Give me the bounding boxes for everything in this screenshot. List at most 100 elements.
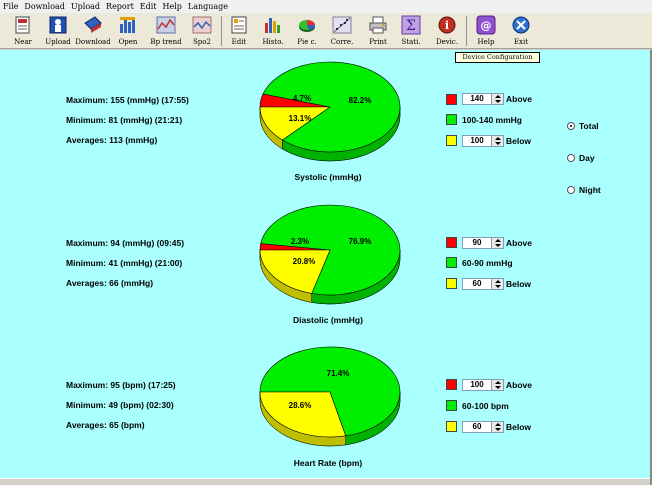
menu-bar: File Download Upload Report Edit Help La… [0, 0, 652, 13]
heart-rate-below-swatch [446, 421, 457, 432]
heart-rate-minimum: Minimum: 49 (bpm) (02:30) [66, 400, 174, 410]
heart-rate-below-label: Below [506, 422, 532, 432]
diastolic-chart-title: Diastolic (mmHg) [293, 315, 363, 325]
radio-day[interactable]: Day [567, 153, 595, 163]
radio-total[interactable]: Total [567, 121, 599, 131]
toolbar: Near Upload Download Open Bp trend Spo2 [0, 13, 652, 49]
open-button[interactable]: Open [111, 14, 145, 48]
svg-text:Σ: Σ [406, 18, 416, 34]
window-border [650, 50, 652, 485]
diastolic-normal-swatch [446, 257, 457, 268]
edit-icon [229, 15, 249, 35]
menu-file[interactable]: File [3, 2, 19, 11]
spin-arrows-icon[interactable] [491, 136, 503, 146]
diastolic-below-label: Below [506, 279, 532, 289]
heart-rate-above-label: Above [506, 380, 532, 390]
menu-help[interactable]: Help [162, 2, 182, 11]
upload-button[interactable]: Upload [41, 14, 75, 48]
download-button[interactable]: Download [75, 14, 111, 48]
pie-slice-normal [259, 346, 401, 437]
spo2-icon [192, 15, 212, 35]
heart-rate-range-label: 60-100 bpm [462, 401, 509, 411]
pie-chart-button[interactable]: Pie c. [290, 14, 324, 48]
download-icon [83, 15, 103, 35]
pie-value-label: 71.4% [327, 369, 350, 378]
systolic-above-swatch [446, 94, 457, 105]
diastolic-pie-chart: 2.3% 76.9% 20.8% [259, 204, 401, 305]
spin-arrows-icon[interactable] [491, 279, 503, 289]
systolic-below-threshold[interactable]: 100 [462, 135, 504, 147]
histogram-button[interactable]: Histo. [256, 14, 290, 48]
spin-arrows-icon[interactable] [491, 94, 503, 104]
systolic-minimum: Minimum: 81 (mmHg) (21:21) [66, 115, 183, 125]
statistics-button[interactable]: Σ Stati. [394, 14, 428, 48]
near-button[interactable]: Near [6, 14, 40, 48]
open-icon [118, 15, 138, 35]
menu-report[interactable]: Report [106, 2, 134, 11]
exit-icon [511, 15, 531, 35]
heart-rate-pie-chart: 71.4% 28.6% [259, 346, 401, 447]
heart-rate-average: Averages: 65 (bpm) [66, 420, 145, 430]
print-button[interactable]: Print [361, 14, 395, 48]
spin-arrows-icon[interactable] [491, 380, 503, 390]
toolbar-separator [221, 16, 222, 46]
systolic-chart-title: Systolic (mmHg) [294, 172, 362, 182]
radio-circle-icon[interactable] [567, 122, 575, 130]
diastolic-minimum: Minimum: 41 (mmHg) (21:00) [66, 258, 183, 268]
pie-value-label: 82.2% [349, 96, 372, 105]
diastolic-above-threshold[interactable]: 90 [462, 237, 504, 249]
diastolic-above-label: Above [506, 238, 532, 248]
correlation-button[interactable]: Corre. [325, 14, 359, 48]
near-icon [13, 15, 33, 35]
diastolic-below-swatch [446, 278, 457, 289]
systolic-average: Averages: 113 (mmHg) [66, 135, 158, 145]
menu-language[interactable]: Language [187, 2, 229, 11]
pie-slice-below [259, 106, 331, 141]
help-button[interactable]: @ Help [469, 14, 503, 48]
print-icon [368, 15, 388, 35]
systolic-normal-swatch [446, 114, 457, 125]
radio-circle-icon[interactable] [567, 186, 575, 194]
pie-slice-normal [260, 204, 401, 296]
pie-slice-normal [262, 61, 401, 153]
edit-button[interactable]: Edit [222, 14, 256, 48]
systolic-below-label: Below [506, 136, 532, 146]
systolic-below-swatch [446, 135, 457, 146]
pie-value-label: 20.8% [293, 257, 316, 266]
device-icon: i [437, 15, 457, 35]
pie-value-label: 13.1% [289, 114, 312, 123]
menu-edit[interactable]: Edit [139, 2, 157, 11]
spin-arrows-icon[interactable] [491, 422, 503, 432]
pie-slice-below [259, 249, 331, 294]
radio-circle-icon[interactable] [567, 154, 575, 162]
pie-chart-icon [297, 15, 317, 35]
systolic-above-label: Above [506, 94, 532, 104]
menu-download[interactable]: Download [24, 2, 65, 11]
tooltip: Device Configuration [455, 52, 540, 63]
pie-value-label: 28.6% [289, 401, 312, 410]
diastolic-maximum: Maximum: 94 (mmHg) (09:45) [66, 238, 185, 248]
heart-rate-chart-title: Heart Rate (bpm) [293, 458, 363, 468]
upload-icon [48, 15, 68, 35]
svg-text:i: i [445, 19, 449, 32]
exit-button[interactable]: Exit [504, 14, 538, 48]
diastolic-average: Averages: 66 (mmHg) [66, 278, 154, 288]
histogram-icon [263, 15, 283, 35]
bp-trend-button[interactable]: Bp trend [149, 14, 183, 48]
systolic-above-threshold[interactable]: 140 [462, 93, 504, 105]
status-bar [0, 478, 650, 485]
diastolic-range-label: 60-90 mmHg [462, 258, 513, 268]
systolic-maximum: Maximum: 155 (mmHg) (17:55) [66, 95, 189, 105]
correlation-icon [332, 15, 352, 35]
pie-slice-below [259, 391, 347, 438]
radio-night[interactable]: Night [567, 185, 601, 195]
spin-arrows-icon[interactable] [491, 238, 503, 248]
pie-value-label: 4.7% [293, 94, 311, 103]
menu-upload[interactable]: Upload [70, 2, 101, 11]
heart-rate-maximum: Maximum: 95 (bpm) (17:25) [66, 380, 176, 390]
device-configuration-button[interactable]: i Devic. [430, 14, 464, 48]
spo2-button[interactable]: Spo2 [185, 14, 219, 48]
heart-rate-above-threshold[interactable]: 100 [462, 379, 504, 391]
diastolic-below-threshold[interactable]: 60 [462, 278, 504, 290]
heart-rate-below-threshold[interactable]: 60 [462, 421, 504, 433]
